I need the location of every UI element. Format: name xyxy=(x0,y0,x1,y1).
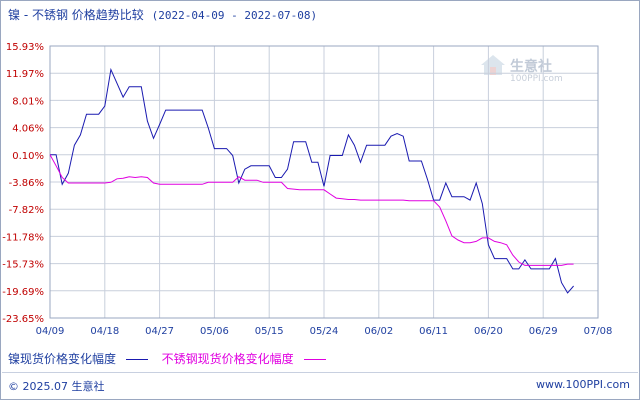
y-tick-label: 15.93% xyxy=(6,42,44,53)
watermark-name: 生意社 xyxy=(510,59,552,75)
legend-swatch-steel xyxy=(303,359,326,360)
y-axis-labels: 15.93% 11.97% 8.01% 4.06% 0.10% -3.86% -7.82% -… xyxy=(2,42,44,325)
x-tick-label: 04/18 xyxy=(90,326,119,337)
y-tick-label: -11.78% xyxy=(2,232,44,243)
x-tick-label: 06/29 xyxy=(529,326,558,337)
x-tick-label: 04/09 xyxy=(36,326,65,337)
footer-copyright: © 2025.07 生意社 xyxy=(8,380,105,393)
legend-label-steel: 不锈钢现货价格变化幅度 xyxy=(161,352,294,366)
legend: 镍现货价格变化幅度 不锈钢现货价格变化幅度 xyxy=(8,350,336,367)
legend-item-nickel: 镍现货价格变化幅度 xyxy=(8,350,148,367)
series-line-nickel xyxy=(50,67,574,294)
chart-date-range: (2022-04-09 - 2022-07-08) xyxy=(151,9,318,22)
watermark-logo: 生意社 100PPI.com xyxy=(480,54,580,94)
watermark-url: 100PPI.com xyxy=(510,74,563,84)
x-tick-label: 05/06 xyxy=(200,326,229,337)
x-tick-label: 06/02 xyxy=(364,326,393,337)
series-lines xyxy=(49,67,574,294)
x-tick-label: 06/11 xyxy=(419,326,448,337)
legend-item-steel: 不锈钢现货价格变化幅度 xyxy=(162,350,326,367)
x-tick-label: 04/27 xyxy=(145,326,174,337)
footer-url[interactable]: www.100PPI.com xyxy=(536,378,630,391)
y-tick-label: 4.06% xyxy=(12,124,44,135)
chart-title: 镍 - 不锈钢 价格趋势比较 xyxy=(8,8,144,22)
legend-label-nickel: 镍现货价格变化幅度 xyxy=(8,352,117,366)
legend-swatch-nickel xyxy=(125,359,148,360)
x-axis-labels: 04/09 04/18 04/27 05/06 05/15 05/24 06/02 06/11… xyxy=(36,326,613,337)
x-tick-label: 06/20 xyxy=(474,326,503,337)
x-tick-label: 05/24 xyxy=(310,326,339,337)
y-tick-label: -3.86% xyxy=(9,178,44,189)
chart-title-row: 镍 - 不锈钢 价格趋势比较 (2022-04-09 - 2022-07-08) xyxy=(8,6,317,23)
x-tick-label: 07/08 xyxy=(584,326,613,337)
y-tick-label: 0.10% xyxy=(12,151,44,162)
y-tick-label: -19.69% xyxy=(2,287,44,298)
y-tick-label: -23.65% xyxy=(2,314,44,325)
y-tick-label: 11.97% xyxy=(6,69,44,80)
y-tick-label: -7.82% xyxy=(9,205,44,216)
series-line-stainless-steel xyxy=(49,154,574,266)
x-tick-label: 05/15 xyxy=(255,326,284,337)
y-tick-label: -15.73% xyxy=(2,260,44,271)
grid-lines xyxy=(49,45,599,319)
footer-divider xyxy=(2,372,638,373)
y-tick-label: 8.01% xyxy=(12,96,44,107)
plot-area-border xyxy=(49,45,599,319)
house-icon xyxy=(481,55,505,75)
